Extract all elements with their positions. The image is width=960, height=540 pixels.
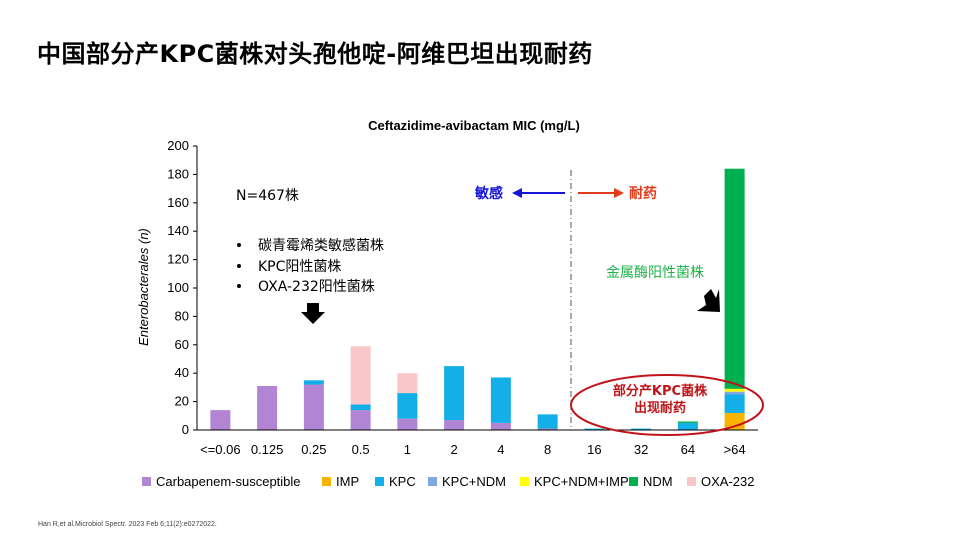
bar-segment <box>490 422 511 430</box>
bar-segment <box>257 385 278 430</box>
legend-swatch <box>629 477 638 486</box>
legend-label: IMP <box>336 474 359 489</box>
bar-segment <box>444 366 465 421</box>
sensitive-label: 敏感 <box>474 185 503 202</box>
y-tick-label: 160 <box>167 195 189 210</box>
x-tick-label: <=0.06 <box>200 442 241 457</box>
y-axis-title-group: Enterobacterales (n) <box>136 228 151 346</box>
legend-swatch <box>142 477 151 486</box>
bar-segment <box>677 422 698 430</box>
bullet-item: 碳青霉烯类敏感菌株 <box>258 237 384 254</box>
bar-segment <box>303 384 324 430</box>
x-tick-label: 16 <box>587 442 601 457</box>
legend-label: Carbapenem-susceptible <box>156 474 301 489</box>
ellipse-text-line1: 部分产KPC菌株 <box>613 383 708 399</box>
y-tick-label: 40 <box>175 365 189 380</box>
y-tick-label: 140 <box>167 223 189 238</box>
legend-label: KPC <box>389 474 416 489</box>
diagonal-arrow-icon <box>697 289 720 312</box>
legend-label: KPC+NDM <box>442 474 506 489</box>
left-arrow-icon <box>512 188 522 198</box>
bar-segment <box>724 391 745 395</box>
x-tick-label: 0.5 <box>352 442 370 457</box>
bullet-item: KPC阳性菌株 <box>258 259 341 275</box>
bar-segment <box>537 414 558 429</box>
x-tick-label: 0.25 <box>301 442 326 457</box>
x-tick-label: 1 <box>404 442 411 457</box>
bar-segment <box>397 418 418 430</box>
bar-segment <box>724 388 745 392</box>
legend-swatch <box>687 477 696 486</box>
right-arrow-icon <box>614 188 624 198</box>
y-tick-label: 200 <box>167 138 189 153</box>
resistant-label: 耐药 <box>629 185 657 202</box>
chart-title: Ceftazidime-avibactam MIC (mg/L) <box>368 118 580 133</box>
bar-segment <box>303 380 324 385</box>
legend-swatch <box>520 477 529 486</box>
x-tick-label: 4 <box>497 442 504 457</box>
legend-label: KPC+NDM+IMP <box>534 474 629 489</box>
bar-segment <box>537 428 558 430</box>
bar-segment <box>210 410 231 430</box>
bar-segment <box>490 377 511 423</box>
n-count-text: N=467株 <box>236 188 299 204</box>
bar-segment <box>350 404 371 411</box>
bar-segment <box>444 420 465 430</box>
legend-swatch <box>322 477 331 486</box>
bullet-dot <box>237 264 241 268</box>
bar-segment <box>724 394 745 413</box>
bar-segment <box>724 168 745 389</box>
resistance-ellipse <box>570 374 764 436</box>
legend-label: OXA-232 <box>701 474 754 489</box>
x-tick-label: 32 <box>634 442 648 457</box>
x-tick-label: 0.125 <box>251 442 284 457</box>
ellipse-text-line2: 出现耐药 <box>634 400 686 416</box>
bar-segment <box>397 373 418 394</box>
bullet-dot <box>237 243 241 247</box>
y-axis-title: Enterobacterales (n) <box>136 228 151 346</box>
bar-segment <box>724 412 745 430</box>
y-tick-label: 120 <box>167 252 189 267</box>
x-tick-label: >64 <box>724 442 746 457</box>
slide-title: 中国部分产KPC菌株对头孢他啶-阿维巴坦出现耐药 <box>37 40 593 68</box>
legend-swatch <box>375 477 384 486</box>
y-tick-label: 180 <box>167 166 189 181</box>
bar-segment <box>350 346 371 405</box>
bullet-item: OXA-232阳性菌株 <box>258 279 375 295</box>
bar-segment <box>631 428 652 430</box>
y-tick-label: 20 <box>175 394 189 409</box>
x-tick-label: 2 <box>451 442 458 457</box>
y-tick-label: 80 <box>175 308 189 323</box>
bullet-dot <box>237 284 241 288</box>
citation: Han R,et al.Microbiol Spectr. 2023 Feb 6… <box>38 521 217 528</box>
metallo-label: 金属酶阳性菌株 <box>606 265 704 281</box>
y-tick-label: 100 <box>167 280 189 295</box>
y-tick-label: 0 <box>182 422 189 437</box>
y-tick-label: 60 <box>175 337 189 352</box>
bar-segment <box>677 421 698 423</box>
bar-segment <box>350 410 371 430</box>
x-tick-label: 64 <box>681 442 695 457</box>
down-arrow-icon <box>301 303 325 324</box>
x-tick-label: 8 <box>544 442 551 457</box>
legend-label: NDM <box>643 474 673 489</box>
bar-segment <box>584 428 605 430</box>
legend-swatch <box>428 477 437 486</box>
bar-segment <box>397 393 418 419</box>
